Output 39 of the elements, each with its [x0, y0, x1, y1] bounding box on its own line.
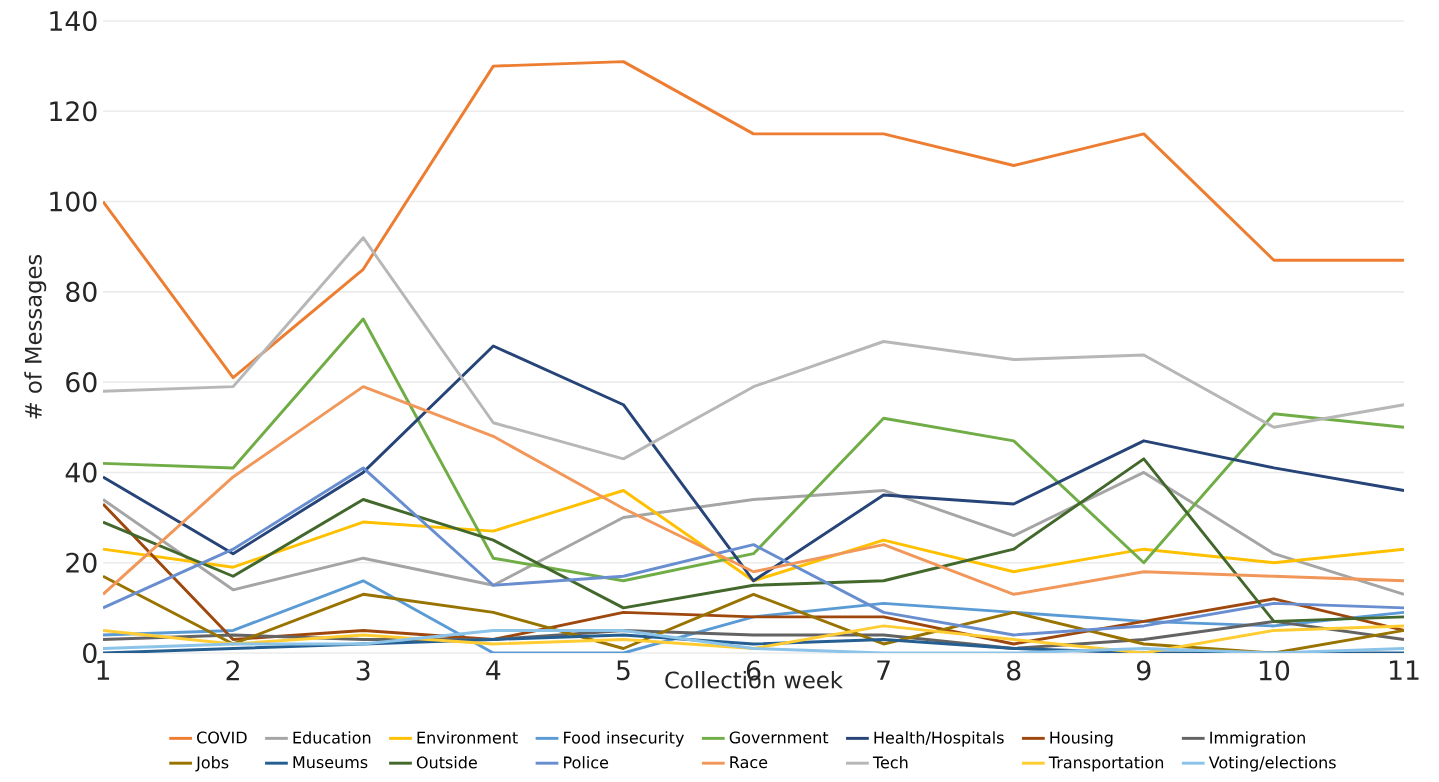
y-tick-label: 40	[65, 462, 97, 483]
legend-label: Immigration	[1210, 731, 1305, 747]
y-tick-label: 20	[66, 552, 97, 573]
y-tick-label: 100	[50, 191, 97, 212]
line-series	[103, 470, 1405, 596]
legend-label: Police	[564, 756, 609, 769]
legend-label: Education	[293, 731, 371, 744]
x-tick-label: 11	[1389, 660, 1419, 680]
x-tick-label: 9	[1137, 660, 1151, 681]
legend-label: Food insecurity	[564, 731, 684, 747]
line-series	[103, 236, 1405, 461]
y-tick-label: 60	[66, 372, 97, 393]
y-axis-title: # of Messages	[24, 254, 47, 419]
legend-label: COVID	[197, 731, 247, 744]
legend-label: Museums	[293, 756, 368, 769]
x-tick-label: 5	[616, 660, 630, 681]
legend-label: Tech	[872, 756, 908, 769]
legend-label: Environment	[417, 731, 518, 744]
legend-label: Transportation	[1048, 756, 1164, 772]
x-tick-label: 3	[356, 660, 370, 681]
x-tick-label: 7	[877, 660, 890, 680]
y-tick-label: 80	[66, 281, 97, 302]
line-series	[103, 60, 1405, 380]
legend-label: Jobs	[195, 756, 229, 772]
legend-label: Health/Hospitals	[874, 731, 1004, 747]
legend-label: Race	[730, 756, 768, 769]
x-tick-label: 10	[1259, 660, 1290, 681]
line-series	[103, 385, 1405, 596]
y-tick-label: 0	[83, 642, 97, 664]
legend-label: Housing	[1050, 731, 1113, 747]
x-tick-label: 2	[226, 660, 239, 681]
legend-label: Government	[729, 731, 829, 744]
x-tick-label: 8	[1007, 660, 1021, 681]
legend-label: Outside	[416, 756, 477, 769]
y-tick-label: 120	[50, 101, 97, 122]
legend-label: Voting/elections	[1208, 756, 1336, 772]
x-tick-label: 1	[97, 660, 110, 680]
x-tick-label: 4	[486, 660, 501, 680]
y-tick-label: 140	[50, 10, 97, 32]
